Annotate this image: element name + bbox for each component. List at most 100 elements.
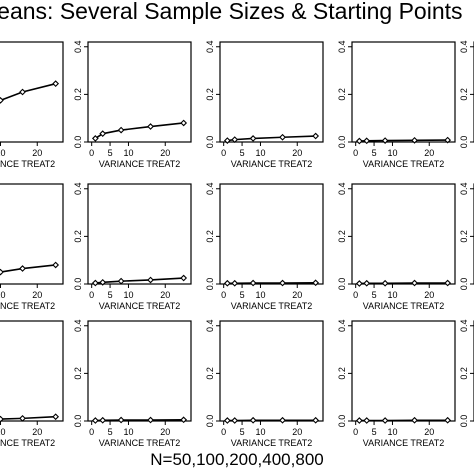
data-point-5-2	[117, 277, 125, 285]
panel-frame-r0c0	[0, 41, 64, 143]
y-tick-label: 0.0	[205, 136, 215, 149]
panel-x-label: VARIANCE TREAT2	[231, 159, 313, 169]
data-point-7-4	[444, 279, 452, 287]
x-tick-label: 10	[255, 148, 265, 158]
data-point-10-0	[223, 417, 231, 424]
x-tick-label: 20	[160, 427, 170, 437]
data-point-8-3	[52, 413, 60, 421]
panel-x-label: VARIANCE TREAT2	[99, 438, 181, 448]
panel-x-label: VARIANCE TREAT2	[99, 301, 181, 311]
x-tick-label: 10	[123, 427, 133, 437]
y-tick-label: 0.2	[459, 367, 469, 380]
panel-frame-r1c1	[87, 183, 192, 285]
x-tick-label: 0	[353, 290, 358, 300]
data-point-10-1	[231, 417, 239, 424]
data-point-1-1	[99, 130, 107, 138]
data-point-11-1	[363, 417, 371, 424]
x-tick-label: 5	[240, 290, 245, 300]
panel-x-label: VARIANCE TREAT2	[231, 438, 313, 448]
data-point-11-4	[444, 416, 452, 424]
y-tick-label: 0.2	[73, 367, 83, 380]
panel-frame-r0c2	[219, 41, 324, 143]
data-point-4-1	[0, 268, 4, 276]
data-point-11-3	[411, 416, 418, 424]
x-tick-label: 5	[240, 148, 245, 158]
panel-frame-r2c0	[0, 320, 64, 422]
x-tick-label: 0	[221, 427, 226, 437]
y-tick-label: 0.0	[459, 278, 469, 291]
x-tick-label: 10	[387, 427, 397, 437]
data-point-1-4	[180, 119, 188, 127]
panel-x-label: VARIANCE TREAT2	[231, 301, 313, 311]
x-tick-label: 0	[353, 148, 358, 158]
panel-frame-r0c3	[351, 41, 456, 143]
y-tick-label: 0.2	[205, 88, 215, 101]
y-tick-label: 0.0	[337, 415, 347, 428]
data-point-9-0	[91, 417, 99, 424]
panel-frame-r0c1	[87, 41, 192, 143]
data-point-10-2	[249, 416, 257, 424]
x-tick-label: 10	[255, 427, 265, 437]
panel-frame-r1c2	[219, 183, 324, 285]
x-tick-label: 10	[387, 148, 397, 158]
y-tick-label: 0.0	[205, 415, 215, 428]
figure-title: Means: Several Sample Sizes & Starting P…	[0, 0, 474, 24]
series-line-2	[227, 135, 316, 142]
series-line-1	[94, 122, 184, 140]
data-point-8-1	[0, 415, 4, 423]
data-point-2-0	[223, 137, 231, 144]
data-point-3-3	[411, 136, 418, 144]
y-tick-label: 0.4	[337, 41, 347, 54]
data-point-6-2	[249, 279, 257, 287]
data-point-2-3	[279, 133, 286, 141]
data-point-1-0	[91, 135, 99, 142]
data-point-6-0	[223, 279, 231, 287]
y-tick-label: 0.4	[459, 320, 469, 333]
series-line-4	[0, 264, 56, 274]
x-tick-label: 20	[32, 148, 42, 158]
x-tick-label: 10	[387, 290, 397, 300]
y-tick-label: 0.0	[73, 415, 83, 428]
data-point-4-2	[19, 265, 26, 272]
y-tick-label: 0.2	[205, 230, 215, 243]
y-tick-label: 0.4	[459, 183, 469, 196]
x-tick-label: 0	[89, 427, 94, 437]
y-tick-label: 0.0	[73, 278, 83, 291]
data-point-2-4	[312, 132, 320, 140]
data-point-7-0	[355, 280, 363, 287]
data-point-8-2	[19, 415, 26, 422]
y-tick-label: 0.0	[205, 278, 215, 291]
data-point-0-3	[52, 80, 60, 88]
x-tick-label: 5	[240, 427, 245, 437]
panel-frame-r1c3	[351, 183, 456, 285]
x-tick-label: 20	[292, 148, 302, 158]
x-tick-label: 10	[0, 290, 5, 300]
data-point-7-3	[411, 279, 418, 287]
x-tick-label: 10	[123, 290, 133, 300]
panel-frame-r1c0	[0, 183, 64, 285]
data-point-9-1	[99, 416, 107, 424]
sample-size-label: N=50,100,200,400,800	[150, 450, 324, 469]
panel-x-label: NCE TREAT2	[0, 438, 55, 448]
x-tick-label: 10	[0, 427, 5, 437]
y-tick-label: 0.4	[337, 320, 347, 333]
y-tick-label: 0.2	[205, 367, 215, 380]
data-point-4-3	[52, 261, 60, 269]
y-tick-label: 0.0	[459, 136, 469, 149]
x-tick-label: 5	[372, 290, 377, 300]
y-tick-label: 0.4	[205, 41, 215, 54]
panel-x-label: VARIANCE TREAT2	[363, 159, 445, 169]
x-tick-label: 20	[424, 148, 434, 158]
panel-x-label: NCE TREAT2	[0, 301, 55, 311]
x-tick-label: 10	[255, 290, 265, 300]
x-tick-label: 20	[160, 148, 170, 158]
x-tick-label: 10	[0, 148, 5, 158]
data-point-11-2	[381, 417, 389, 424]
data-point-5-1	[99, 278, 107, 286]
x-tick-label: 0	[89, 148, 94, 158]
y-tick-label: 0.0	[337, 136, 347, 149]
y-tick-label: 0.4	[73, 183, 83, 196]
y-tick-label: 0.2	[337, 230, 347, 243]
y-tick-label: 0.4	[205, 183, 215, 196]
